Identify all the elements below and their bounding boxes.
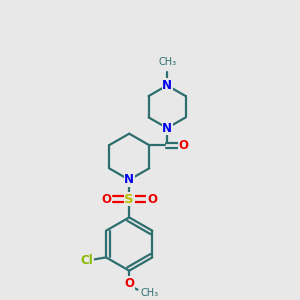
Text: N: N — [162, 79, 172, 92]
Text: N: N — [124, 173, 134, 186]
Text: O: O — [147, 193, 157, 206]
Text: S: S — [124, 193, 134, 206]
Text: CH₃: CH₃ — [140, 288, 159, 298]
Text: O: O — [101, 193, 111, 206]
Text: O: O — [124, 277, 134, 290]
Text: CH₃: CH₃ — [158, 57, 176, 67]
Text: N: N — [162, 122, 172, 134]
Text: Cl: Cl — [80, 254, 93, 267]
Text: O: O — [178, 139, 188, 152]
